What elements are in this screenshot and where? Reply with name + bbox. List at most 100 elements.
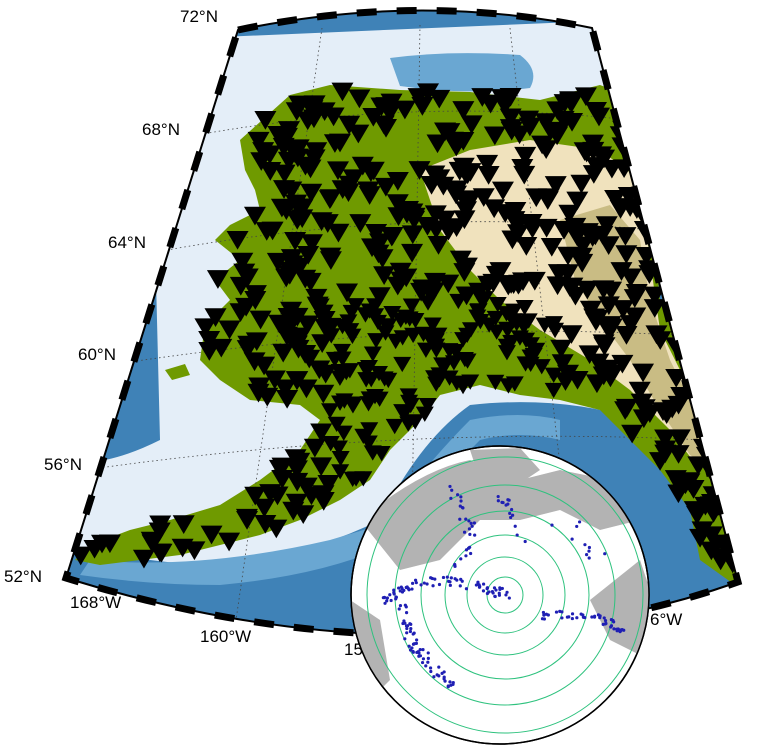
station-marker — [632, 363, 655, 383]
station-marker — [579, 300, 602, 320]
station-marker — [643, 299, 666, 318]
event-dot — [413, 578, 418, 582]
station-marker — [429, 327, 448, 343]
event-dot — [419, 583, 423, 587]
event-dot — [442, 670, 446, 674]
station-marker — [515, 237, 538, 256]
station-marker — [661, 399, 684, 419]
event-dot — [467, 519, 471, 523]
event-dot — [602, 616, 606, 620]
station-marker — [367, 244, 390, 264]
station-marker — [573, 142, 596, 162]
station-marker — [561, 112, 584, 132]
station-marker — [506, 216, 529, 236]
station-marker — [285, 493, 308, 513]
event-dot — [414, 581, 418, 585]
distance-ring — [420, 510, 590, 680]
event-dot — [509, 515, 513, 520]
station-marker — [198, 330, 221, 350]
station-marker — [452, 101, 475, 120]
event-dot — [461, 506, 465, 510]
event-dot — [615, 627, 619, 631]
station-marker — [597, 296, 620, 316]
event-dot — [404, 611, 409, 615]
station-marker — [437, 221, 460, 241]
station-marker — [483, 126, 506, 146]
station-marker — [427, 236, 450, 255]
event-dot — [408, 629, 413, 634]
station-marker — [584, 312, 607, 332]
event-dot — [453, 562, 457, 567]
event-dot — [464, 554, 468, 558]
station-marker — [286, 307, 309, 327]
station-marker — [597, 320, 620, 340]
event-dot — [584, 553, 589, 557]
event-dot — [417, 651, 421, 655]
station-marker — [504, 313, 523, 329]
station-marker — [500, 275, 523, 294]
st-lawrence-island — [165, 364, 190, 380]
event-dot — [565, 615, 570, 619]
event-dot — [421, 648, 425, 652]
station-marker — [487, 324, 506, 340]
station-marker — [455, 352, 474, 368]
station-marker — [372, 115, 395, 135]
station-marker — [619, 315, 642, 334]
station-marker — [272, 137, 295, 157]
event-dot — [511, 513, 515, 517]
station-marker — [597, 359, 620, 379]
event-dot — [459, 499, 463, 503]
event-dot — [424, 664, 428, 668]
station-marker — [323, 317, 342, 334]
station-marker — [270, 198, 293, 218]
station-marker — [300, 183, 323, 203]
station-marker — [254, 514, 277, 534]
station-marker — [668, 429, 691, 449]
station-marker — [708, 432, 731, 452]
station-marker — [544, 176, 567, 195]
event-dot — [392, 588, 396, 592]
station-marker — [310, 423, 333, 443]
station-marker — [311, 334, 334, 353]
station-marker — [249, 310, 272, 330]
station-marker — [614, 401, 637, 420]
event-dot — [507, 596, 511, 600]
event-dot — [470, 524, 474, 528]
station-marker — [285, 460, 308, 480]
station-marker — [407, 88, 430, 107]
station-marker — [325, 351, 344, 368]
station-marker — [595, 216, 618, 235]
event-dot — [397, 607, 401, 611]
event-dot — [506, 502, 510, 506]
event-dot — [459, 557, 463, 561]
event-dot — [433, 577, 437, 581]
station-marker — [311, 304, 334, 324]
station-marker — [343, 398, 362, 414]
station-marker — [576, 223, 599, 242]
event-dot — [472, 521, 477, 525]
event-dot — [388, 593, 392, 597]
station-marker — [287, 339, 310, 359]
station-marker — [684, 345, 707, 365]
event-dot — [445, 575, 449, 579]
station-marker — [358, 186, 381, 205]
station-marker — [612, 300, 635, 319]
event-dot — [397, 586, 401, 590]
event-dot — [485, 591, 490, 596]
event-dot — [504, 593, 508, 597]
event-dot — [428, 666, 433, 670]
event-dot — [496, 499, 500, 503]
event-dot — [467, 527, 472, 531]
station-marker — [626, 135, 649, 155]
station-marker — [319, 251, 342, 270]
station-marker — [363, 346, 382, 362]
station-marker — [423, 272, 446, 292]
event-dot — [570, 612, 575, 616]
station-marker — [331, 82, 354, 102]
station-marker — [524, 348, 543, 364]
longitude-labels: 168°W 160°W 15 6°W — [70, 593, 682, 659]
station-marker — [296, 315, 319, 335]
station-marker — [416, 342, 435, 358]
event-dot — [437, 582, 442, 587]
station-marker — [370, 365, 389, 382]
